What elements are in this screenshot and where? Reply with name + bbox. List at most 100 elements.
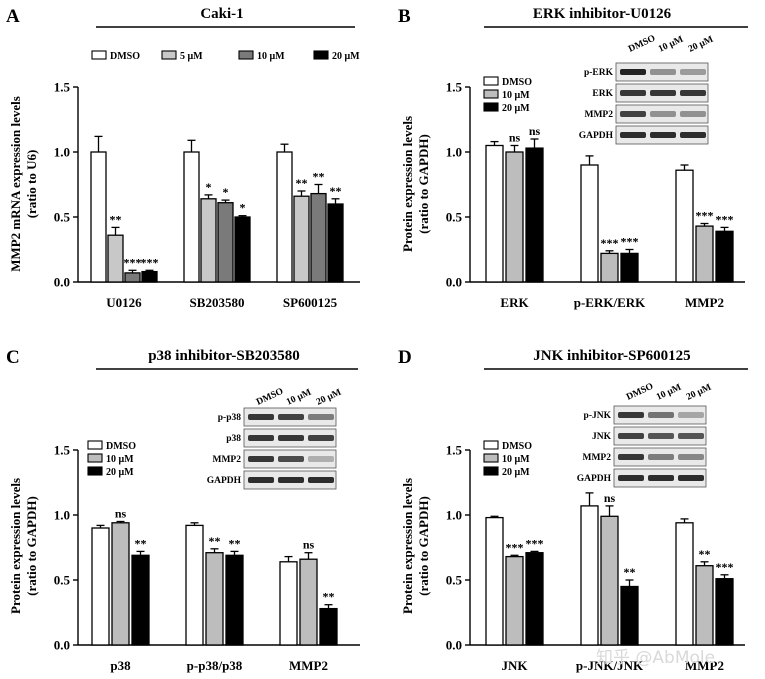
significance-label: ** xyxy=(110,212,122,226)
panel-d-title: JNK inhibitor-SP600125 xyxy=(533,348,690,364)
panel-a-title: Caki-1 xyxy=(200,6,243,22)
blot-row-label: ERK xyxy=(592,89,613,99)
significance-label: *** xyxy=(716,560,734,574)
legend: DMSO 10 μM 20 μM xyxy=(483,440,532,478)
significance-label: ** xyxy=(296,176,308,190)
x-category-label: U0126 xyxy=(106,295,142,310)
y-axis-title: MMP2 mRNA expression levels(ratio to U6) xyxy=(8,96,39,272)
bar xyxy=(131,554,150,646)
blot-band xyxy=(248,414,274,420)
panel-c-letter: C xyxy=(6,347,20,368)
legend-label: DMSO xyxy=(502,77,532,88)
blot-band xyxy=(618,475,644,481)
bar xyxy=(600,252,619,283)
legend-label: DMSO xyxy=(106,441,136,452)
blot-row-label: MMP2 xyxy=(583,453,612,463)
legend-swatch xyxy=(483,102,499,112)
panel-d: D JNK inhibitor-SP600125 0.0 0.5 1.0 1.5 Pro… xyxy=(398,347,748,673)
blot-row-label: p-ERK xyxy=(584,68,614,78)
bar xyxy=(217,202,234,283)
bar xyxy=(600,515,619,646)
x-category-label: p-JNK/JNK xyxy=(576,658,644,673)
bar xyxy=(90,151,107,283)
blot-band xyxy=(680,90,706,96)
y-axis-title-line2: (ratio to GAPDH) xyxy=(24,496,39,596)
bar xyxy=(580,505,599,646)
blot-band xyxy=(648,433,674,439)
bar xyxy=(276,151,293,283)
y-axis-title: Protein expression levels(ratio to GAPDH… xyxy=(400,116,431,252)
y-tick-label: 1.0 xyxy=(446,145,462,160)
bar xyxy=(505,151,524,283)
blot-lane-label: 20 μM xyxy=(685,383,713,403)
y-tick-label: 0.5 xyxy=(446,573,463,588)
y-tick-label: 0.5 xyxy=(446,210,463,225)
blot-band xyxy=(618,433,644,439)
bar xyxy=(525,552,544,646)
blot-band xyxy=(308,435,334,441)
significance-label: *** xyxy=(696,209,714,223)
significance-label: ** xyxy=(135,536,147,550)
blot-lane-label: 20 μM xyxy=(315,388,343,408)
y-tick-label: 1.0 xyxy=(54,508,70,523)
blot-row-label: GAPDH xyxy=(579,131,614,141)
significance-label: ** xyxy=(229,536,241,550)
blot-band xyxy=(650,69,676,75)
blot-row-label: MMP2 xyxy=(213,455,242,465)
blot-lane-label: DMSO xyxy=(255,387,285,408)
blot-band xyxy=(650,111,676,117)
panel-b-chart: 0.0 0.5 1.0 1.5 Protein expression levels(ra… xyxy=(400,76,745,310)
panel-c-title: p38 inhibitor-SB203580 xyxy=(148,348,300,364)
bar xyxy=(695,225,714,283)
significance-label: ** xyxy=(209,534,221,548)
panel-b-letter: B xyxy=(398,6,411,27)
blot-band xyxy=(618,412,644,418)
bar xyxy=(234,216,251,283)
blot-band xyxy=(618,454,644,460)
y-tick-label: 1.5 xyxy=(54,80,71,95)
legend-swatch xyxy=(483,466,499,476)
significance-label: *** xyxy=(621,235,639,249)
bar xyxy=(695,565,714,646)
significance-label: ** xyxy=(323,590,335,604)
x-category-label: p38 xyxy=(110,658,131,673)
blot-band xyxy=(648,454,674,460)
bar xyxy=(225,554,244,646)
bar xyxy=(205,552,224,646)
bar xyxy=(141,270,158,283)
x-category-label: SP600125 xyxy=(283,295,338,310)
blot-row-label: JNK xyxy=(592,432,612,442)
blot-band xyxy=(620,69,646,75)
bar xyxy=(580,164,599,283)
x-category-label: p-p38/p38 xyxy=(187,658,243,673)
significance-label: ** xyxy=(699,547,711,561)
bar xyxy=(525,147,544,283)
significance-label: ** xyxy=(313,170,325,184)
legend-swatch xyxy=(87,466,103,476)
significance-label: * xyxy=(206,180,212,194)
y-axis-title-line1: Protein expression levels xyxy=(400,116,415,252)
bar xyxy=(124,272,141,283)
blot-band xyxy=(278,477,304,483)
blot-row-label: MMP2 xyxy=(585,110,614,120)
blot-lane-label: 10 μM xyxy=(285,388,313,408)
blot-band xyxy=(248,477,274,483)
significance-label: *** xyxy=(716,212,734,226)
blot-band xyxy=(680,111,706,117)
panel-b-title: ERK inhibitor-U0126 xyxy=(533,6,672,22)
bar xyxy=(327,203,344,283)
y-tick-label: 1.5 xyxy=(54,443,71,458)
y-tick-label: 0.0 xyxy=(446,638,462,653)
x-category-label: MMP2 xyxy=(685,658,724,673)
y-axis-title-line1: Protein expression levels xyxy=(400,478,415,614)
blot-band xyxy=(620,90,646,96)
panel-c-chart: 0.0 0.5 1.0 1.5 Protein expression levels(ra… xyxy=(8,440,360,673)
y-axis-title-line2: (ratio to GAPDH) xyxy=(416,496,431,596)
blot-band xyxy=(650,132,676,138)
blot-band xyxy=(620,132,646,138)
significance-label: *** xyxy=(141,255,159,269)
significance-label: ns xyxy=(529,124,541,138)
y-axis-title-line2: (ratio to GAPDH) xyxy=(416,134,431,234)
significance-label: ns xyxy=(115,507,127,521)
legend-label: 10 μM xyxy=(502,90,530,101)
